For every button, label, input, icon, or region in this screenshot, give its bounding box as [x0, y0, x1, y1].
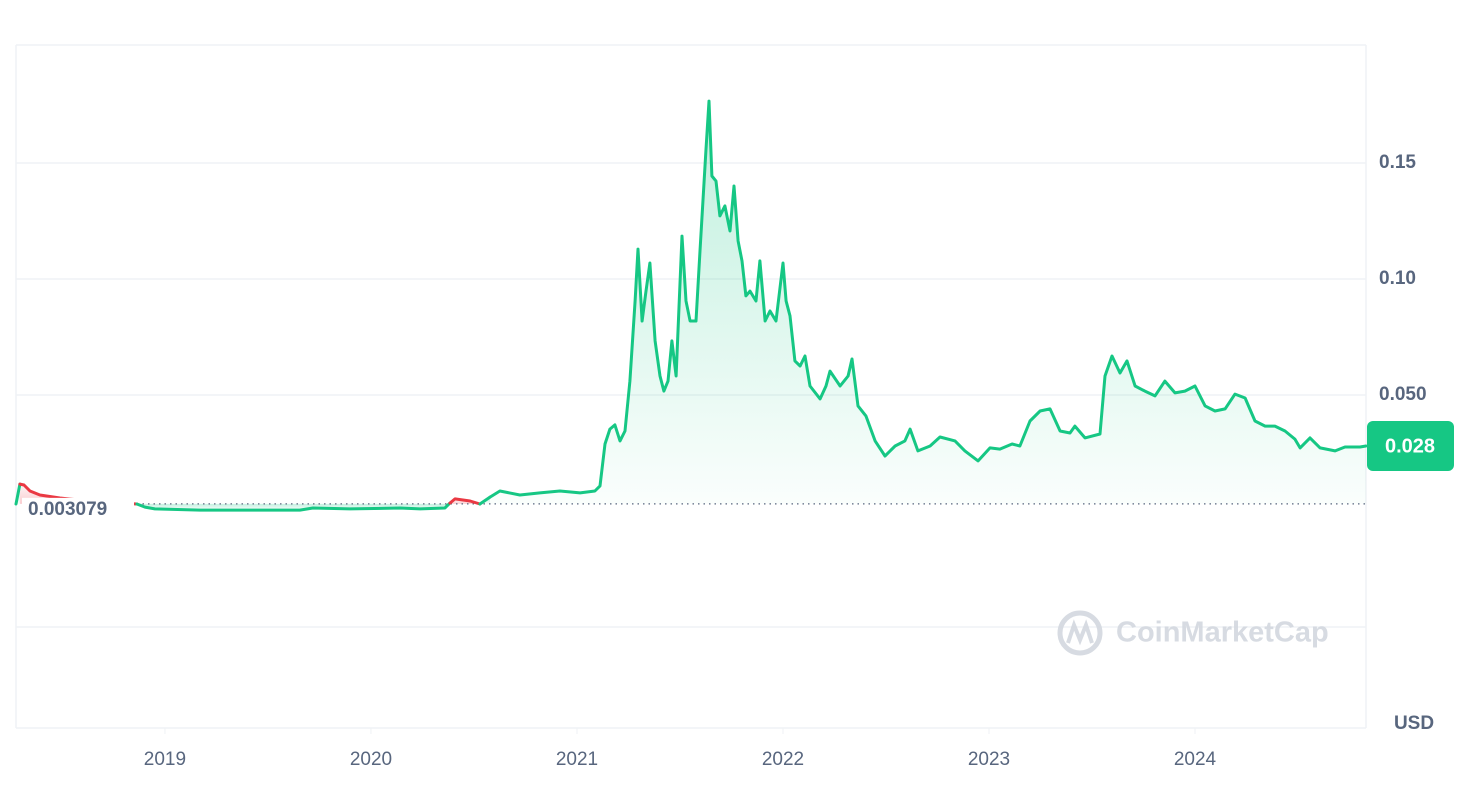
x-tick-label: 2023 — [968, 749, 1010, 770]
frame — [15, 44, 1367, 729]
currency-label: USD — [1394, 713, 1434, 734]
plot — [14, 99, 1368, 734]
price-line — [14, 482, 22, 506]
price-area — [490, 101, 1366, 504]
price-line — [135, 501, 452, 512]
x-tick-label: 2024 — [1174, 749, 1217, 770]
baseline-label-bg — [22, 497, 134, 522]
y-tick-label: 0.050 — [1379, 384, 1427, 405]
last-price-badge — [1367, 421, 1454, 472]
watermark-text: CoinMarketCap — [1116, 617, 1329, 649]
y-tick-label: 0.15 — [1379, 152, 1416, 173]
watermark-logo-mark — [1066, 619, 1094, 646]
x-tick-label: 2020 — [350, 749, 392, 770]
baseline-label: 0.003079 — [28, 499, 107, 520]
price-line — [448, 497, 482, 506]
price-line — [478, 495, 492, 506]
y-tick-label: 0.10 — [1379, 268, 1416, 289]
last-price-label: 0.028 — [1385, 435, 1435, 457]
watermark-logo — [1057, 610, 1103, 656]
x-tick-label: 2022 — [762, 749, 804, 770]
watermark: CoinMarketCap — [1057, 610, 1329, 656]
price-line — [488, 99, 1368, 499]
x-tick-label: 2021 — [556, 749, 598, 770]
x-tick-label: 2019 — [144, 749, 186, 770]
